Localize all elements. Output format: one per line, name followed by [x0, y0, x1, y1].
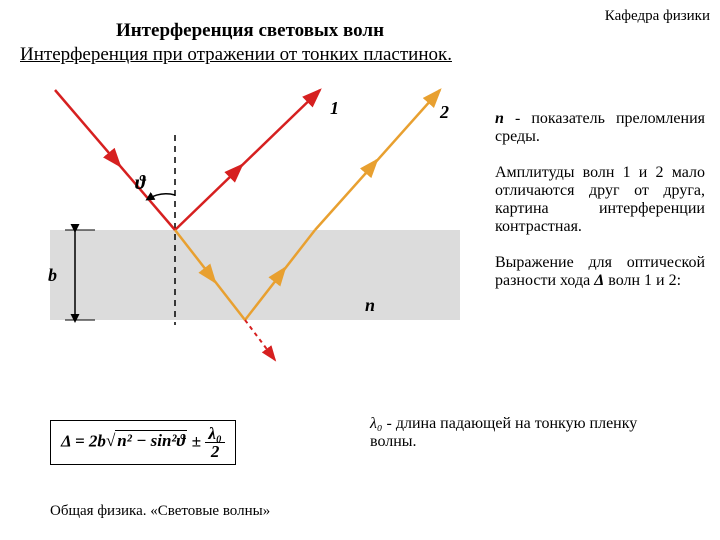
sym-lambda0: λ₀ — [370, 415, 383, 432]
title-main: Интерференция световых волн — [0, 20, 500, 42]
thin-film-diagram: 1 2 ϑ b n — [20, 80, 490, 370]
para-expression: Выражение для оптической разности хода Δ… — [495, 254, 705, 290]
sym-delta: Δ — [594, 272, 604, 289]
footer-text: Общая физика. «Световые волны» — [50, 503, 270, 520]
para-index-text: - показатель преломления среды. — [495, 110, 705, 145]
title-sub: Интерференция при отражении от тонких пл… — [20, 44, 452, 66]
formula-box: Δ = 2b√n² − sin²ϑ ± λ₀2 — [50, 420, 236, 465]
text-column: n - показатель преломления среды. Амплит… — [495, 110, 705, 308]
lambda-note: λ₀ - длина падающей на тонкую пленку вол… — [370, 415, 680, 451]
label-angle: ϑ — [135, 172, 146, 195]
transmitted-ray — [245, 320, 275, 360]
reflected-ray-1 — [175, 90, 320, 230]
label-ray2: 2 — [440, 102, 449, 123]
label-ray1: 1 — [330, 98, 339, 119]
angle-arc — [148, 194, 175, 199]
label-index: n — [365, 295, 375, 316]
lambda-note-text: - длина падающей на тонкую пленку волны. — [370, 415, 637, 450]
para-index: n - показатель преломления среды. — [495, 110, 705, 146]
para-expr-b: волн 1 и 2: — [604, 272, 681, 289]
label-thickness: b — [48, 265, 57, 286]
dept-label: Кафедра физики — [605, 8, 710, 25]
para-amplitude: Амплитуды волн 1 и 2 мало отличаются дру… — [495, 164, 705, 236]
sym-n: n — [495, 110, 504, 127]
